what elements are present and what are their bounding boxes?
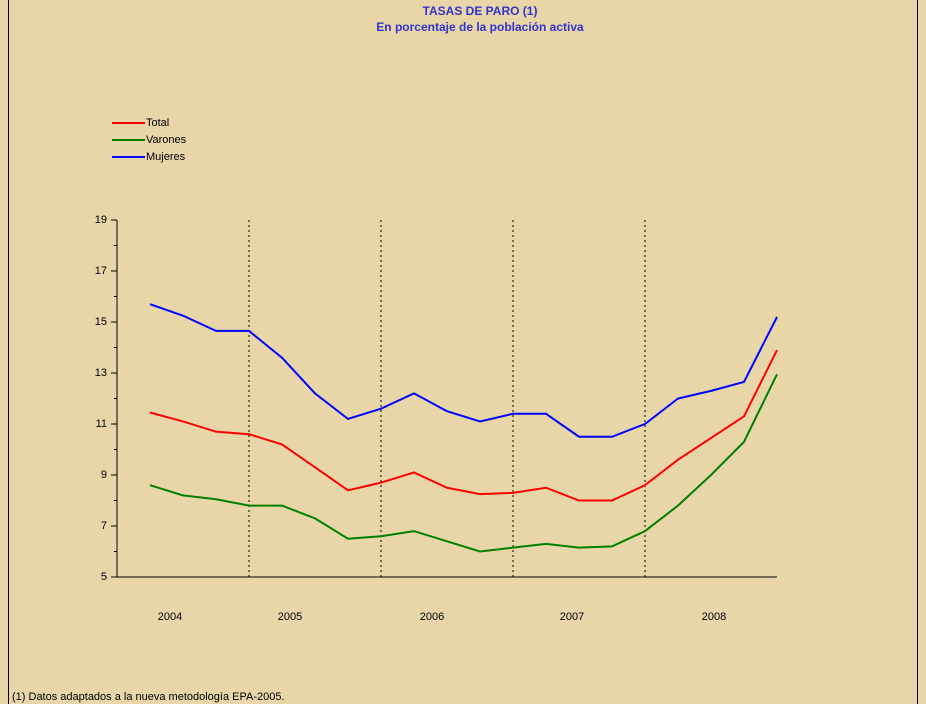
series-line (149, 303, 778, 438)
x-group-label: 2005 (278, 611, 302, 623)
x-group-label: 2006 (420, 611, 444, 623)
y-tick-label: 7 (101, 520, 107, 532)
legend-label: Varones (146, 134, 187, 146)
x-group-label: 2007 (560, 611, 584, 623)
chart-subtitle: En porcentaje de la población activa (376, 20, 584, 34)
y-tick-label: 9 (101, 469, 107, 481)
chart-title: TASAS DE PARO (1) (423, 4, 538, 18)
series-line (149, 373, 778, 553)
y-tick-label: 19 (95, 214, 107, 226)
y-tick-label: 11 (96, 418, 107, 430)
legend-label: Mujeres (146, 151, 186, 163)
x-group-label: 2008 (702, 611, 726, 623)
series-line (149, 349, 778, 502)
y-tick-label: 13 (95, 367, 107, 379)
footnote: (1) Datos adaptados a la nueva metodolog… (12, 691, 285, 703)
x-group-label: 2004 (158, 611, 182, 623)
y-tick-label: 17 (95, 265, 107, 277)
y-tick-label: 15 (95, 316, 107, 328)
legend-label: Total (146, 117, 169, 129)
y-tick-label: 5 (101, 571, 107, 583)
